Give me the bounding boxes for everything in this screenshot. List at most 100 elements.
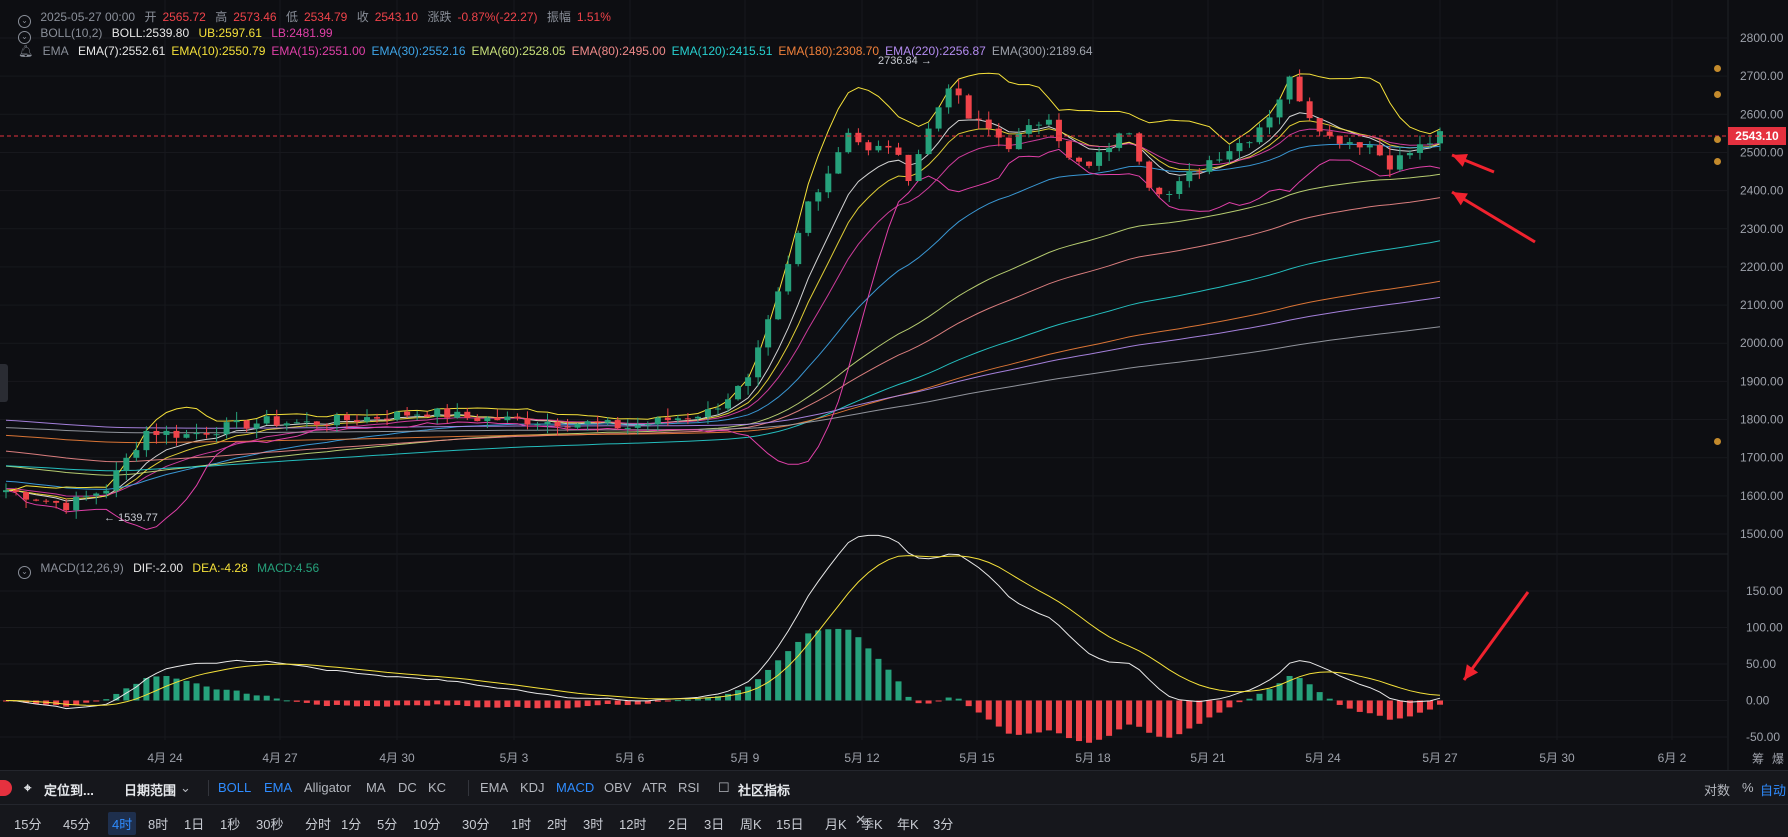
sub-indicator-ema[interactable]: EMA [480,780,509,795]
boll-upper-band [5,72,1441,491]
side-collapse-handle[interactable] [0,364,8,402]
timeframe-15日[interactable]: 15日 [776,817,804,832]
timeframe-8时[interactable]: 8时 [148,817,169,832]
sub-indicator-kdj[interactable]: KDJ [520,780,545,795]
candle-body [1376,145,1383,156]
edit-icon[interactable]: ☐ [718,780,730,795]
alert-dot[interactable] [1714,438,1721,445]
macd-histogram-bar [1376,700,1383,716]
candle-body [1216,159,1223,161]
main-indicator-alligator[interactable]: Alligator [304,780,351,795]
timeframe-4时[interactable]: 4时 [108,812,137,835]
sub-indicator-obv[interactable]: OBV [604,780,632,795]
macd-histogram-bar [363,700,371,707]
sub-indicator-rsi[interactable]: RSI [678,780,700,795]
macd-histogram-bar [714,696,721,701]
timeframe-15分[interactable]: 15分 [14,817,42,832]
timeframe-周K[interactable]: 周K [740,817,762,832]
timeframe-2时[interactable]: 2时 [547,817,568,832]
boll-name[interactable]: BOLL(10,2) [40,26,103,40]
macd-histogram-bar [303,700,310,703]
price-chart[interactable]: 4月 24 4月 27 4月 30 5月 3 5月 6 5月 9 5月 12 5月 15 5月 … [0,0,1788,770]
candle-body [945,88,952,108]
macd-histogram-bar [795,641,802,701]
logo-icon [0,780,12,796]
main-indicator-ma[interactable]: MA [366,780,386,795]
alert-dot[interactable] [1714,91,1721,98]
timeframe-分时[interactable]: 分时 [305,817,332,832]
log-scale-toggle[interactable]: 对数 [1704,783,1731,798]
candle-body [1326,131,1333,136]
close-icon[interactable]: ✕ [855,812,866,827]
x-tick-label: 5月 6 [616,751,645,765]
liquidation-button[interactable]: 爆 [1772,752,1785,766]
percent-scale-toggle[interactable]: % [1742,780,1754,795]
timeframe-12时[interactable]: 12时 [619,817,647,832]
candle-body [1286,76,1293,100]
macd-name[interactable]: MACD(12,26,9) [40,561,124,575]
candle-body [73,496,80,511]
macd-histogram-bar [243,693,250,701]
chevron-down-icon[interactable]: ⌄ [18,15,31,28]
main-indicator-ema[interactable]: EMA [264,780,293,795]
main-indicator-boll[interactable]: BOLL [218,780,252,795]
candle-body [223,422,230,435]
candle-body [384,418,391,420]
sub-indicator-atr[interactable]: ATR [642,780,668,795]
timeframe-45分[interactable]: 45分 [63,817,91,832]
ema-legend-item: EMA(220):2256.87 [885,44,986,58]
macd-tick-label: 0.00 [1746,694,1770,708]
chevron-down-icon[interactable]: ⌄ [18,566,31,579]
timeframe-1分[interactable]: 1分 [341,817,362,832]
candle-body [1296,76,1303,102]
macd-histogram-bar [263,695,270,701]
macd-histogram-bar [845,629,852,701]
macd-histogram-bar [1276,683,1283,701]
alert-dot[interactable] [1714,158,1721,165]
timeframe-1日[interactable]: 1日 [184,817,205,832]
timeframe-3日[interactable]: 3日 [704,817,725,832]
chevron-down-icon[interactable]: ⌄ [18,31,31,44]
main-indicator-kc[interactable]: KC [428,780,447,795]
alert-dot[interactable] [1714,136,1721,143]
candle-body [504,416,511,421]
macd-histogram-bar [273,698,280,701]
timeframe-5分[interactable]: 5分 [377,817,398,832]
macd-histogram-bar [785,651,792,701]
macd-histogram-bar [865,648,872,701]
chevron-down-icon[interactable]: ⌄ [180,780,191,795]
timeframe-3分[interactable]: 3分 [933,817,954,832]
locate-button[interactable]: 定位到... [44,783,94,798]
x-tick-label: 5月 15 [959,751,995,765]
main-indicator-dc[interactable]: DC [398,780,417,795]
timeframe-月K[interactable]: 月K [825,817,847,832]
alert-dot[interactable] [1714,65,1721,72]
macd-histogram-bar [1136,700,1143,727]
timeframe-30秒[interactable]: 30秒 [256,817,284,832]
timeframe-年K[interactable]: 年K [897,817,919,832]
timeframe-10分[interactable]: 10分 [413,817,441,832]
timeframe-2日[interactable]: 2日 [668,817,689,832]
candle-body [674,418,681,421]
macd-histogram-bar [183,680,190,701]
y-tick-label: 2400.00 [1740,184,1784,198]
candle-body [895,147,902,155]
bell-icon[interactable]: 🔔︎ [18,44,34,58]
candle-body [464,411,471,418]
timeframe-1时[interactable]: 1时 [511,817,532,832]
sub-indicator-macd[interactable]: MACD [556,780,595,795]
auto-scale-toggle[interactable]: 自动 [1760,783,1787,798]
timeframe-季K[interactable]: 季K [861,817,883,832]
candle-body [113,470,120,491]
crosshair-icon[interactable]: ⌖ [24,780,32,795]
chip-distribution-button[interactable]: 筹 [1752,752,1765,766]
timeframe-3时[interactable]: 3时 [583,817,604,832]
date-range-button[interactable]: 日期范围 [124,783,177,798]
timeframe-30分[interactable]: 30分 [462,817,490,832]
ema-name[interactable]: EMA [42,44,69,58]
timeframe-1秒[interactable]: 1秒 [220,817,241,832]
candle-body [1065,141,1072,158]
candle-body [534,424,541,426]
community-indicators-button[interactable]: 社区指标 [738,783,791,798]
macd-histogram-bar [905,696,912,701]
